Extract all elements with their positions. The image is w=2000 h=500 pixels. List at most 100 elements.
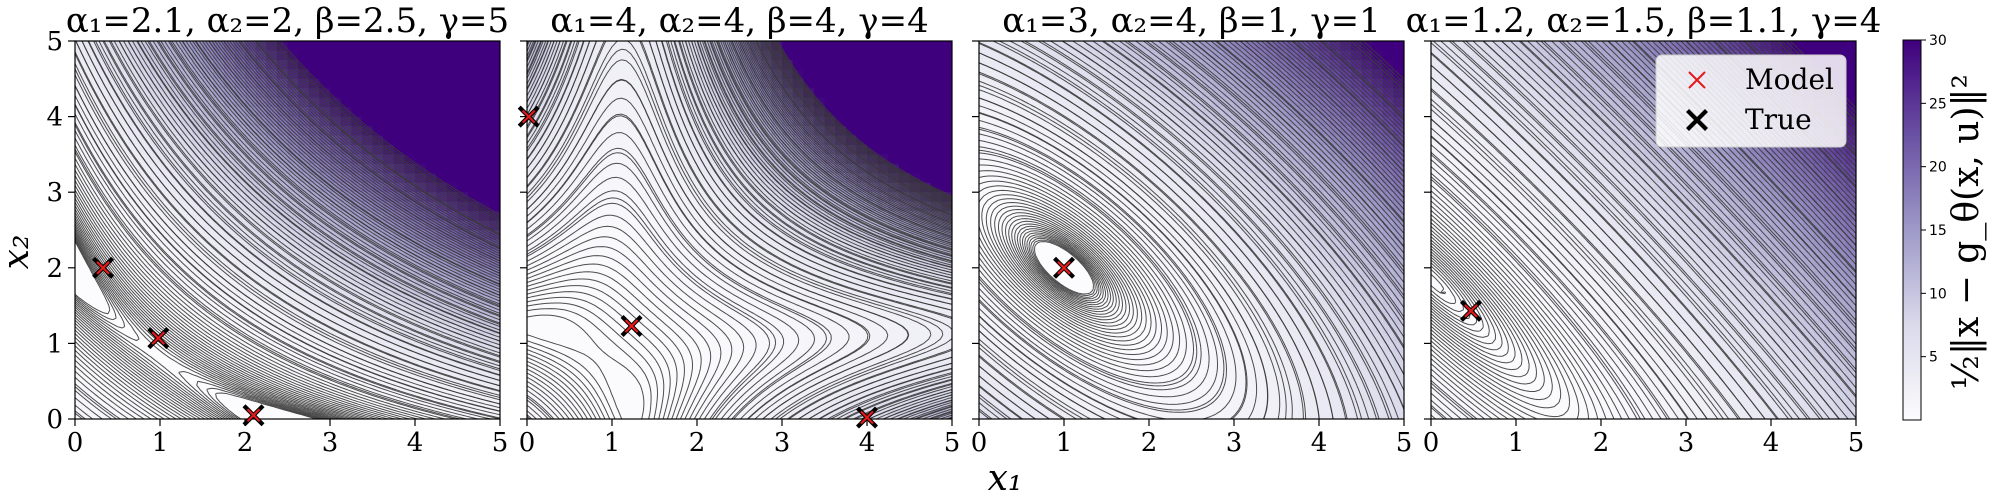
- contour-fill-cell: [340, 248, 352, 259]
- contour-fill-cell: [1170, 248, 1182, 259]
- contour-fill-cell: [393, 400, 405, 411]
- contour-fill-cell: [128, 59, 140, 70]
- contour-fill-cell: [1372, 116, 1384, 127]
- contour-fill-cell: [446, 192, 459, 203]
- contour-fill-cell: [446, 97, 459, 108]
- contour-fill-cell: [415, 154, 427, 165]
- contour-fill-cell: [697, 333, 709, 344]
- contour-line: [731, 41, 952, 237]
- contour-fill-cell: [760, 248, 772, 259]
- contour-fill-cell: [1149, 286, 1161, 297]
- contour-fill-cell: [1265, 211, 1278, 222]
- contour-fill-cell: [361, 381, 374, 392]
- contour-fill-cell: [287, 211, 299, 222]
- contour-fill-cell: [319, 381, 331, 392]
- contour-fill-cell: [75, 41, 87, 52]
- contour-line: [251, 41, 500, 239]
- contour-fill-cell: [266, 296, 278, 307]
- contour-fill-cell: [1234, 333, 1246, 344]
- contour-fill-cell: [138, 381, 150, 392]
- contour-fill-cell: [601, 409, 613, 419]
- contour-fill-cell: [106, 343, 119, 354]
- contour-fill-cell: [383, 59, 395, 70]
- contour-fill-cell: [654, 400, 666, 411]
- contour-fill-cell: [1095, 371, 1108, 382]
- contour-fill-cell: [415, 78, 427, 89]
- contour-fill-cell: [548, 324, 560, 335]
- contour-fill-cell: [527, 201, 539, 212]
- contour-fill-cell: [149, 173, 161, 184]
- contour-fill-cell: [1212, 211, 1224, 222]
- contour-fill-cell: [612, 286, 624, 297]
- contour-fill-cell: [835, 286, 847, 297]
- contour-fill-cell: [351, 192, 363, 203]
- contour-fill-cell: [1000, 154, 1012, 165]
- contour-fill-cell: [234, 267, 246, 278]
- contour-fill-cell: [1361, 59, 1373, 70]
- contour-fill-cell: [771, 315, 783, 326]
- contour-fill-cell: [813, 107, 826, 118]
- contour-fill-cell: [1361, 173, 1373, 184]
- contour-fill-cell: [191, 116, 204, 127]
- contour-fill-cell: [1329, 267, 1341, 278]
- contour-fill-cell: [590, 69, 602, 80]
- contour-fill-cell: [1223, 258, 1235, 269]
- contour-fill-cell: [979, 390, 991, 401]
- contour-fill-cell: [675, 50, 687, 61]
- contour-fill-cell: [643, 296, 656, 307]
- contour-line: [728, 41, 952, 241]
- contour-fill-cell: [1319, 277, 1331, 288]
- contour-fill-cell: [489, 296, 500, 307]
- contour-fill-cell: [372, 182, 384, 193]
- contour-fill-cell: [654, 144, 666, 155]
- contour-fill-cell: [1106, 192, 1118, 203]
- contour-fill-cell: [739, 248, 751, 259]
- contour-fill-cell: [170, 135, 182, 146]
- contour-fill-cell: [771, 267, 783, 278]
- contour-fill-cell: [468, 192, 480, 203]
- contour-fill-cell: [1127, 409, 1139, 419]
- contour-fill-cell: [181, 315, 193, 326]
- contour-fill-cell: [1340, 192, 1352, 203]
- contour-fill-cell: [633, 69, 645, 80]
- contour-fill-cell: [1308, 88, 1320, 99]
- contour-fill-cell: [941, 78, 952, 89]
- contour-fill-cell: [1212, 135, 1224, 146]
- contour-fill-cell: [1212, 116, 1224, 127]
- contour-fill-cell: [138, 343, 150, 354]
- contour-line: [527, 59, 932, 419]
- contour-fill-cell: [85, 286, 97, 297]
- contour-fill-cell: [824, 409, 836, 419]
- contour-fill-cell: [372, 173, 384, 184]
- contour-fill-cell: [234, 88, 246, 99]
- contour-fill-cell: [771, 296, 783, 307]
- contour-fill-cell: [1170, 135, 1182, 146]
- contour-fill-cell: [255, 173, 267, 184]
- contour-fill-cell: [1350, 97, 1363, 108]
- contour-fill-cell: [117, 59, 129, 70]
- contour-fill-cell: [580, 286, 592, 297]
- contour-fill-cell: [149, 343, 161, 354]
- contour-fill-cell: [1276, 296, 1288, 307]
- contour-line: [195, 41, 500, 285]
- contour-fill-cell: [569, 220, 581, 231]
- contour-fill-cell: [330, 381, 342, 392]
- contour-fill-cell: [1000, 41, 1012, 52]
- contour-fill-cell: [643, 400, 656, 411]
- contour-fill-cell: [372, 315, 384, 326]
- contour-line: [527, 41, 952, 419]
- contour-fill-cell: [1223, 173, 1235, 184]
- contour-fill-cell: [1000, 211, 1012, 222]
- contour-fill-cell: [1032, 400, 1044, 411]
- contour-fill-cell: [580, 88, 592, 99]
- contour-fill-cell: [1361, 277, 1373, 288]
- contour-fill-cell: [803, 305, 815, 316]
- contour-fill-cell: [223, 97, 235, 108]
- contour-fill-cell: [1319, 258, 1331, 269]
- contour-fill-cell: [287, 201, 299, 212]
- contour-fill-cell: [436, 59, 448, 70]
- contour-fill-cell: [436, 267, 448, 278]
- contour-fill-cell: [160, 267, 172, 278]
- contour-fill-cell: [675, 343, 687, 354]
- contour-fill-cell: [276, 333, 289, 344]
